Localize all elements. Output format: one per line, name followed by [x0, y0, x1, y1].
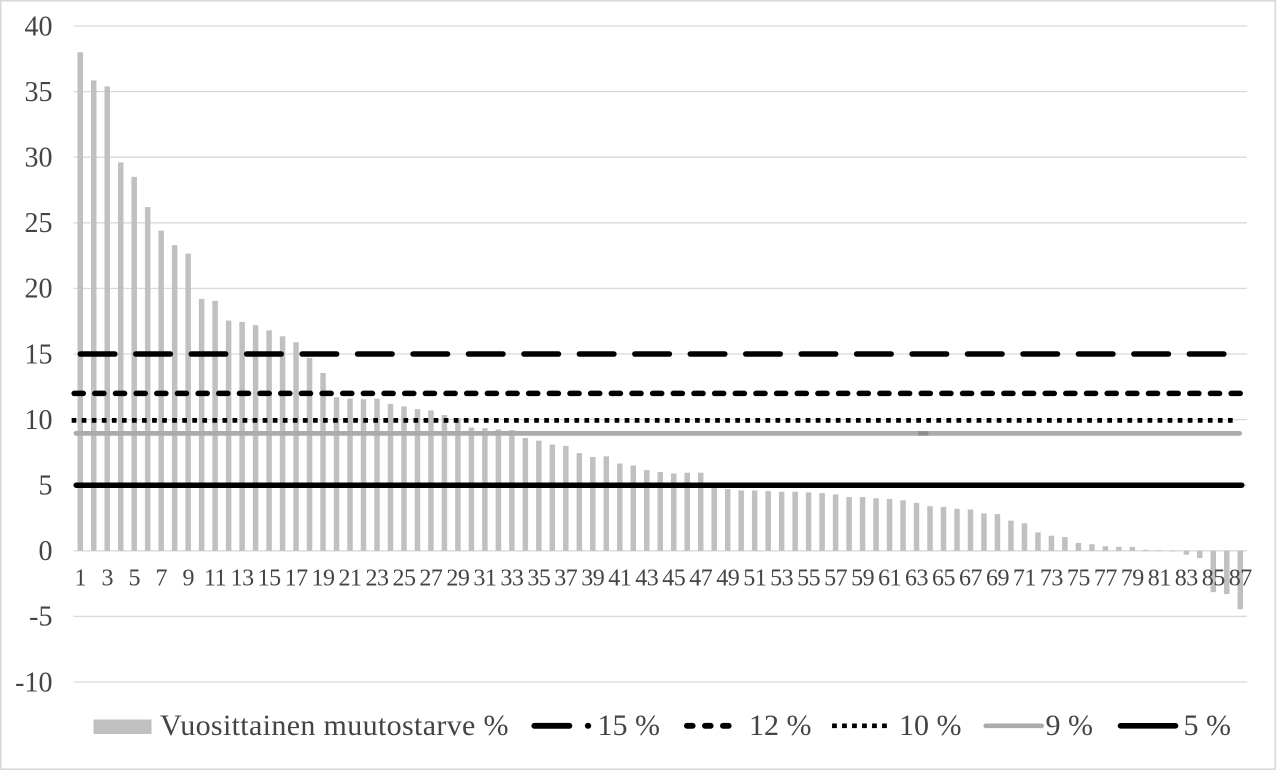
svg-text:11: 11 [204, 566, 226, 592]
svg-text:33: 33 [500, 566, 524, 592]
svg-text:27: 27 [419, 566, 443, 592]
svg-text:45: 45 [662, 566, 686, 592]
svg-text:15: 15 [25, 339, 53, 370]
svg-text:15: 15 [258, 566, 282, 592]
svg-text:10 %: 10 % [899, 709, 962, 742]
svg-text:25: 25 [25, 208, 53, 239]
svg-text:39: 39 [581, 566, 605, 592]
svg-text:7: 7 [155, 566, 167, 592]
svg-text:29: 29 [446, 566, 470, 592]
svg-text:65: 65 [932, 566, 956, 592]
svg-text:13: 13 [231, 566, 255, 592]
svg-text:57: 57 [824, 566, 848, 592]
svg-text:77: 77 [1094, 566, 1118, 592]
svg-text:1: 1 [74, 566, 86, 592]
svg-text:43: 43 [635, 566, 659, 592]
svg-text:49: 49 [716, 566, 740, 592]
svg-text:19: 19 [312, 566, 336, 592]
svg-text:5 %: 5 % [1184, 709, 1232, 742]
svg-text:81: 81 [1148, 566, 1171, 592]
svg-text:23: 23 [366, 566, 390, 592]
svg-text:73: 73 [1040, 566, 1064, 592]
svg-text:87: 87 [1229, 566, 1253, 592]
svg-text:79: 79 [1121, 566, 1145, 592]
svg-text:67: 67 [959, 566, 983, 592]
svg-text:83: 83 [1175, 566, 1199, 592]
svg-text:85: 85 [1202, 566, 1226, 592]
svg-text:40: 40 [25, 11, 53, 42]
svg-text:15 %: 15 % [598, 709, 661, 742]
svg-text:69: 69 [986, 566, 1010, 592]
svg-text:5: 5 [39, 471, 53, 502]
svg-text:35: 35 [527, 566, 551, 592]
svg-text:71: 71 [1013, 566, 1036, 592]
svg-text:30: 30 [25, 143, 53, 174]
svg-text:25: 25 [393, 566, 417, 592]
svg-text:63: 63 [905, 566, 929, 592]
svg-text:31: 31 [473, 566, 496, 592]
svg-text:59: 59 [851, 566, 875, 592]
svg-text:35: 35 [25, 77, 53, 108]
svg-text:37: 37 [554, 566, 578, 592]
svg-text:3: 3 [101, 566, 113, 592]
svg-text:47: 47 [689, 566, 713, 592]
svg-text:Vuosittainen muutostarve %: Vuosittainen muutostarve % [160, 709, 509, 742]
svg-text:20: 20 [25, 274, 53, 305]
svg-text:-5: -5 [29, 602, 52, 633]
svg-text:55: 55 [797, 566, 821, 592]
svg-text:61: 61 [878, 566, 901, 592]
svg-text:12 %: 12 % [749, 709, 812, 742]
svg-text:-10: -10 [15, 667, 52, 698]
svg-text:17: 17 [285, 566, 309, 592]
svg-text:51: 51 [743, 566, 766, 592]
svg-text:9: 9 [182, 566, 194, 592]
svg-text:9 %: 9 % [1046, 709, 1094, 742]
svg-text:41: 41 [608, 566, 631, 592]
svg-text:75: 75 [1067, 566, 1091, 592]
svg-text:10: 10 [25, 405, 53, 436]
svg-text:5: 5 [128, 566, 140, 592]
svg-text:53: 53 [770, 566, 794, 592]
svg-text:0: 0 [39, 536, 53, 567]
svg-text:21: 21 [339, 566, 362, 592]
